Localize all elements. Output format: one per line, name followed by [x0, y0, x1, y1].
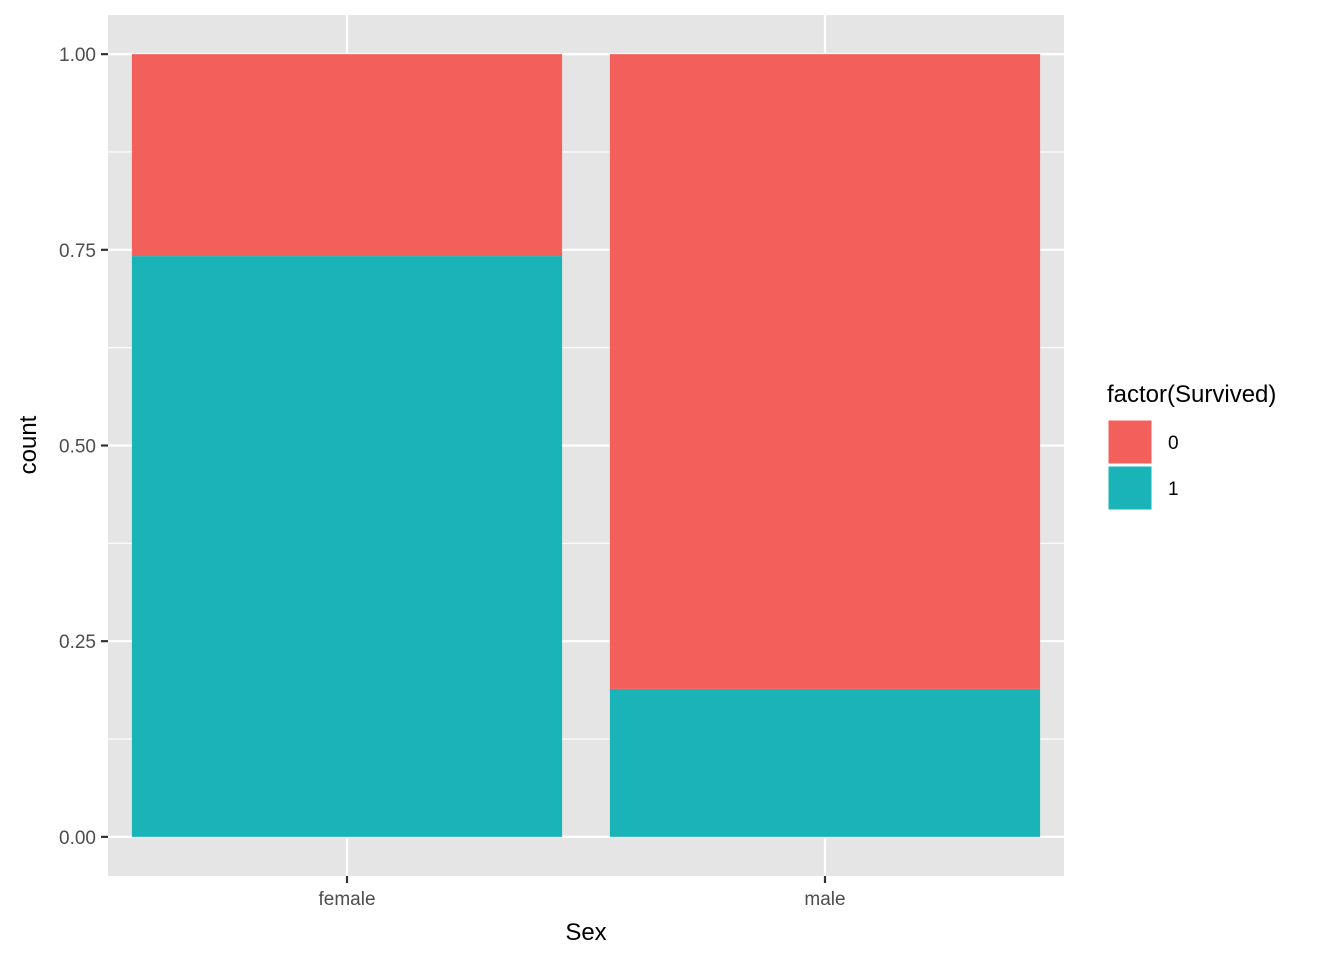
y-axis: 0.00 0.25 0.50 0.75 1.00 [59, 45, 108, 849]
bar-female-survived-1 [131, 256, 563, 837]
x-tick-label: female [318, 889, 375, 910]
bar-female-survived-0 [131, 54, 563, 257]
legend-title: factor(Survived) [1107, 381, 1276, 408]
legend-swatch-1 [1107, 465, 1153, 511]
x-axis: female male [318, 876, 846, 910]
legend-swatch-0 [1107, 419, 1153, 465]
y-tick-label: 0.00 [59, 828, 96, 849]
y-tick-label: 0.25 [59, 632, 96, 653]
legend-keys: 01 [1107, 419, 1179, 511]
y-axis-title: count [15, 415, 42, 474]
y-tick-label: 0.50 [59, 437, 96, 458]
legend-label-1: 1 [1168, 479, 1179, 500]
x-axis-title: Sex [565, 919, 606, 946]
legend: factor(Survived) 01 [1107, 381, 1276, 511]
x-tick-label: male [804, 889, 845, 910]
bars [131, 54, 1041, 837]
bar-male-survived-0 [609, 54, 1041, 689]
y-tick-label: 0.75 [59, 241, 96, 262]
legend-label-0: 0 [1168, 433, 1179, 454]
bar-male-survived-1 [609, 688, 1041, 837]
y-tick-label: 1.00 [59, 45, 96, 66]
